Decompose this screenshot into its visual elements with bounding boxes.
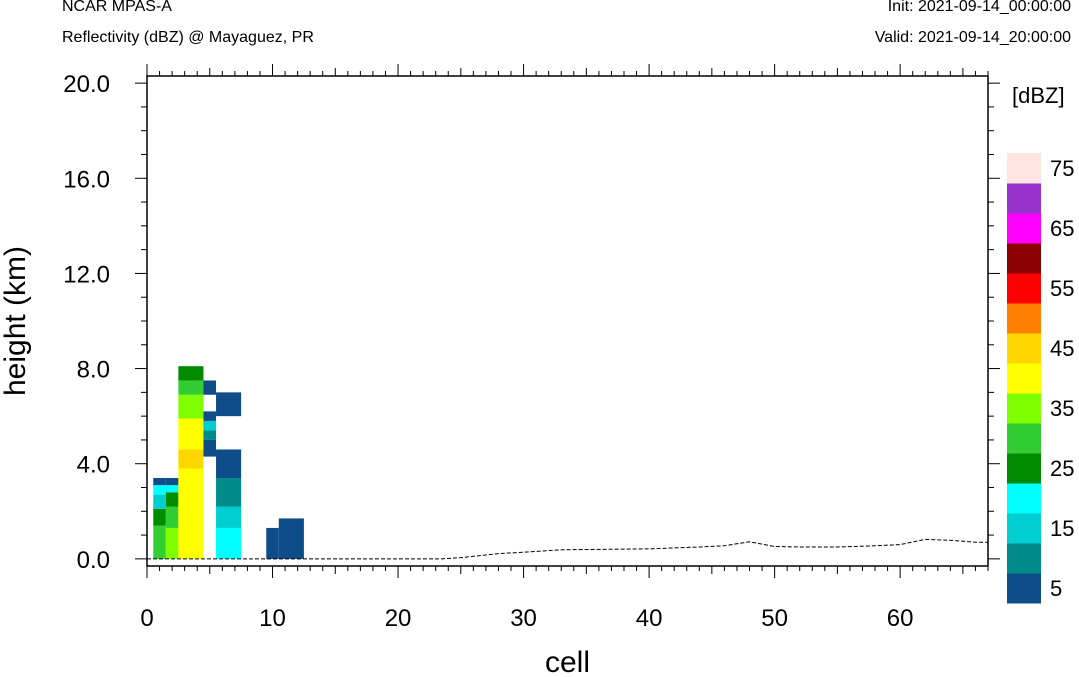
- reflectivity-cell-11: [178, 449, 204, 469]
- plot-frame: [146, 75, 989, 567]
- reflectivity-cell-1: [153, 508, 166, 526]
- terrain-profile: [147, 538, 988, 560]
- y-tick-label: 20.0: [63, 71, 110, 98]
- reflectivity-cell-3: [153, 485, 166, 495]
- colorbar-swatch: [1007, 513, 1041, 544]
- reflectivity-cell-22: [216, 506, 242, 528]
- colorbar-swatch: [1007, 483, 1041, 514]
- y-tick-label: 8.0: [77, 357, 110, 384]
- reflectivity-cell-21: [216, 527, 242, 559]
- reflectivity-cell-0: [153, 525, 166, 559]
- reflectivity-cell-24: [216, 449, 242, 478]
- reflectivity-cell-9: [165, 477, 179, 486]
- colorbar-swatch: [1007, 333, 1041, 364]
- colorbar-swatch: [1007, 573, 1041, 604]
- reflectivity-cell-20: [203, 380, 217, 395]
- init-time: Init: 2021-09-14_00:00:00: [887, 0, 1071, 15]
- colorbar-tick-label: 5: [1050, 576, 1062, 601]
- reflectivity-cell-8: [165, 485, 179, 493]
- colorbar-tick-label: 15: [1050, 516, 1074, 541]
- terrain-line: [147, 538, 988, 560]
- reflectivity-cell-18: [203, 420, 217, 431]
- colorbar-unit-label: [dBZ]: [1012, 83, 1065, 108]
- reflectivity-cell-4: [153, 477, 166, 486]
- reflectivity-cell-25: [216, 392, 242, 417]
- reflectivity-cell-15: [178, 366, 204, 381]
- colorbar-swatch: [1007, 273, 1041, 304]
- y-tick-label: 0.0: [77, 547, 110, 574]
- field-title: Reflectivity (dBZ) @ Mayaguez, PR: [62, 29, 314, 46]
- reflectivity-cell-6: [165, 506, 179, 528]
- colorbar-tick-label: 55: [1050, 276, 1074, 301]
- x-tick-label: 30: [510, 605, 537, 632]
- axis-tick-labels: 0 10 20 30 40 50 60 0.0 4.0 8.0 12.0 16.0 20.0: [63, 71, 913, 632]
- colorbar-swatch: [1007, 363, 1041, 394]
- x-tick-label: 20: [385, 605, 412, 632]
- y-tick-label: 16.0: [63, 166, 110, 193]
- y-tick-label: 4.0: [77, 452, 110, 479]
- reflectivity-cell-17: [203, 430, 217, 440]
- reflectivity-cell-5: [165, 527, 179, 559]
- reflectivity-cell-16: [203, 439, 217, 457]
- reflectivity-cell-27: [278, 518, 304, 559]
- colorbar-tick-label: 45: [1050, 336, 1074, 361]
- reflectivity-cell-19: [203, 411, 217, 421]
- x-tick-label: 60: [887, 605, 914, 632]
- colorbar-swatch: [1007, 183, 1041, 214]
- reflectivity-cell-2: [153, 494, 166, 509]
- colorbar-tick-label: 35: [1050, 396, 1074, 421]
- reflectivity-cell-23: [216, 477, 242, 507]
- x-axis-title: cell: [545, 646, 590, 677]
- reflectivity-cell-10: [178, 468, 204, 559]
- colorbar-swatch: [1007, 543, 1041, 574]
- axis-ticks: [135, 64, 1000, 578]
- x-tick-label: 0: [140, 605, 153, 632]
- reflectivity-cell-12: [178, 418, 204, 450]
- valid-time: Valid: 2021-09-14_20:00:00: [874, 29, 1071, 46]
- colorbar: 5 15 25 35 45 55 65 75: [1007, 153, 1074, 604]
- model-title: NCAR MPAS-A: [62, 0, 172, 15]
- colorbar-swatch: [1007, 423, 1041, 454]
- colorbar-swatch: [1007, 153, 1041, 184]
- colorbar-tick-label: 65: [1050, 216, 1074, 241]
- reflectivity-cell-14: [178, 380, 204, 395]
- x-tick-label: 40: [636, 605, 663, 632]
- y-axis-title: height (km): [0, 246, 32, 396]
- colorbar-swatch: [1007, 453, 1041, 484]
- colorbar-tick-label: 75: [1050, 156, 1074, 181]
- reflectivity-cell-26: [266, 527, 279, 559]
- colorbar-swatch: [1007, 393, 1041, 424]
- reflectivity-cell-13: [178, 394, 204, 419]
- colorbar-swatch: [1007, 243, 1041, 274]
- colorbar-swatch: [1007, 213, 1041, 244]
- x-tick-label: 50: [761, 605, 788, 632]
- colorbar-swatch: [1007, 303, 1041, 334]
- reflectivity-cell-7: [165, 492, 179, 507]
- y-tick-label: 12.0: [63, 261, 110, 288]
- reflectivity-cells: [153, 366, 304, 559]
- colorbar-tick-label: 25: [1050, 456, 1074, 481]
- x-tick-label: 10: [259, 605, 286, 632]
